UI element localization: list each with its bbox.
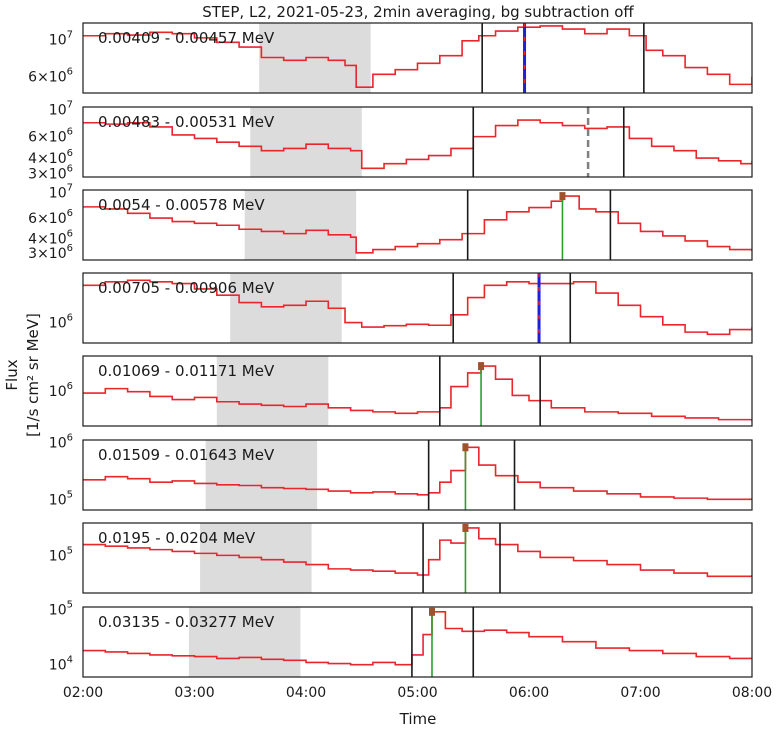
panel-plot-area — [83, 190, 752, 260]
channel-label: 0.0195 - 0.0204 MeV — [98, 529, 256, 547]
channel-label: 0.01509 - 0.01643 MeV — [98, 446, 275, 464]
background-window — [230, 273, 342, 343]
x-tick-label: 06:00 — [509, 685, 549, 701]
x-tick-label: 08:00 — [732, 685, 772, 701]
peak-marker — [462, 523, 469, 532]
flux-series — [83, 446, 752, 501]
peak-marker — [478, 362, 485, 371]
y-tick-label: 106 — [49, 381, 73, 400]
background-window — [188, 607, 301, 677]
channel-label: 0.00409 - 0.00457 MeV — [98, 29, 275, 47]
background-window — [216, 356, 329, 426]
x-tick-label: 04:00 — [286, 685, 326, 701]
panel-plot-area — [83, 273, 752, 343]
panel-4: 0.00705 - 0.00906 MeV 106 — [49, 272, 753, 344]
y-tick-label: 4×106 — [28, 148, 73, 167]
panel-plot-area — [83, 23, 752, 93]
panel-8: 0.03135 - 0.03277 MeV 104 105 — [49, 599, 753, 678]
y-tick-label: 105 — [49, 489, 73, 508]
panel-7: 0.0195 - 0.0204 MeV 105 — [49, 522, 753, 594]
y-axis-units: [1/s cm² sr MeV] — [24, 313, 42, 437]
panel-5: 0.01069 - 0.01171 MeV 106 — [49, 355, 753, 427]
y-tick-label: 107 — [49, 182, 73, 201]
flux-series — [83, 279, 752, 336]
panel-frame — [82, 22, 753, 94]
panel-plot-area — [83, 107, 752, 177]
x-tick-label: 07:00 — [620, 685, 660, 701]
x-axis-ticks: 02:00 03:00 04:00 05:00 06:00 07:00 08:00 — [63, 685, 772, 701]
panel-frame — [82, 439, 753, 511]
background-window — [244, 190, 357, 260]
y-tick-label: 3×106 — [28, 163, 73, 182]
panel-frame — [82, 189, 753, 261]
channel-label: 0.00705 - 0.00906 MeV — [98, 279, 275, 297]
x-axis-label: Time — [399, 710, 437, 728]
panel-frame — [82, 106, 753, 178]
background-window — [250, 107, 362, 177]
panel-plot-area — [83, 523, 752, 593]
channel-label: 0.01069 - 0.01171 MeV — [98, 362, 275, 380]
panel-frame — [82, 355, 753, 427]
panel-1: 0.00409 - 0.00457 MeV 6×106 107 — [28, 22, 753, 94]
y-tick-label: 6×106 — [28, 208, 73, 227]
y-tick-label: 105 — [49, 545, 73, 564]
x-tick-label: 02:00 — [63, 685, 103, 701]
panel-frame — [82, 522, 753, 594]
flux-series — [83, 119, 752, 170]
channel-label: 0.03135 - 0.03277 MeV — [98, 613, 275, 631]
panel-plot-area — [83, 607, 752, 677]
flux-series — [83, 195, 752, 254]
x-tick-label: 03:00 — [174, 685, 214, 701]
panel-6: 0.01509 - 0.01643 MeV 105 106 — [49, 432, 753, 511]
peak-marker — [462, 443, 469, 452]
peak-marker — [559, 192, 566, 201]
y-tick-label: 6×106 — [28, 127, 73, 146]
channel-label: 0.00483 - 0.00531 MeV — [98, 113, 275, 131]
panel-plot-area — [83, 440, 752, 510]
y-tick-label: 105 — [49, 599, 73, 618]
y-tick-label: 6×106 — [28, 67, 73, 86]
x-tick-label: 05:00 — [397, 685, 437, 701]
y-tick-label: 106 — [49, 432, 73, 451]
y-tick-label: 107 — [49, 29, 73, 48]
peak-marker — [428, 607, 435, 616]
y-tick-label: 107 — [49, 100, 73, 119]
panel-plot-area — [83, 356, 752, 426]
y-axis-label: Flux — [3, 359, 21, 390]
flux-series — [83, 25, 752, 88]
y-tick-label: 104 — [49, 655, 73, 674]
flux-series — [83, 365, 752, 422]
panel-frame — [82, 272, 753, 344]
panel-frame — [82, 606, 753, 678]
y-tick-label: 106 — [49, 313, 73, 332]
flux-series — [83, 527, 752, 578]
y-tick-label: 4×106 — [28, 228, 73, 247]
chart-title: STEP, L2, 2021-05-23, 2min averaging, bg… — [202, 3, 634, 21]
background-window — [205, 440, 318, 510]
channel-label: 0.0054 - 0.00578 MeV — [98, 196, 265, 214]
y-tick-label: 3×106 — [28, 243, 73, 262]
